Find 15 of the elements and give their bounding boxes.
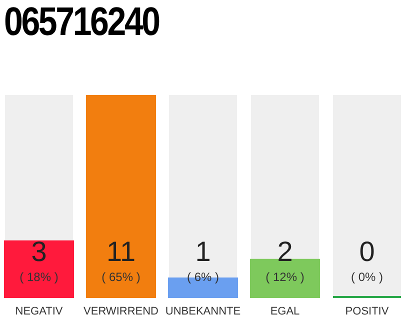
data-label: ( 65% ) (102, 270, 140, 284)
annotation: 11 (106, 236, 136, 267)
x-tick-label: NEGATIV (15, 306, 64, 318)
annotation: 1 (195, 236, 211, 267)
x-tick-label: UNBEKANNTE (165, 306, 241, 318)
x-tick-label: VERWIRREND (84, 306, 159, 318)
x-tick-label: POSITIV (345, 306, 390, 318)
x-tick-label: EGAL (270, 306, 300, 318)
data-label: ( 0% ) (350, 270, 384, 284)
annotation: 3 (31, 236, 47, 267)
data-label: ( 12% ) (266, 270, 304, 284)
annotation: 0 (359, 236, 375, 267)
chart-title: 065716240 (4, 0, 159, 45)
data-label: ( 18% ) (20, 270, 58, 284)
data-label: ( 6% ) (186, 270, 220, 284)
